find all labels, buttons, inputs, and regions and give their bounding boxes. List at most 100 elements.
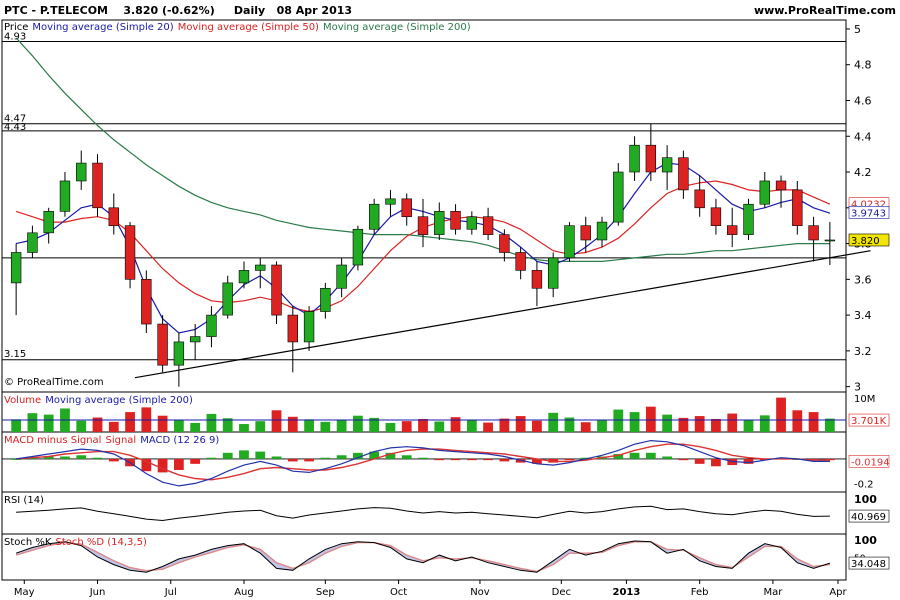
volume-bar: [108, 421, 119, 432]
level-label: 4.43: [4, 122, 26, 133]
volume-bar: [92, 417, 103, 432]
stoch-value: 34.048: [851, 559, 886, 570]
candle-body: [255, 264, 266, 271]
candle-body: [499, 234, 510, 253]
volume-bar: [450, 417, 461, 432]
x-tick-label: Aug: [234, 587, 254, 598]
x-tick-label: Sep: [316, 587, 335, 598]
volume-bar: [532, 420, 542, 432]
volume-bar: [808, 412, 819, 432]
price-tick-label: 4.8: [854, 59, 872, 72]
candle-body: [548, 257, 559, 289]
volume-bar: [759, 415, 770, 432]
volume-bar: [336, 420, 347, 432]
macd-value: -0.0194: [851, 457, 890, 468]
volume-bar: [727, 413, 738, 432]
site-label[interactable]: www.ProRealTime.com: [753, 4, 896, 17]
volume-bar: [401, 421, 412, 432]
volume-bar: [629, 412, 640, 432]
candle-body: [759, 180, 770, 205]
x-tick-label: Mar: [763, 587, 783, 598]
ma20-legend: Moving average (Simple 20): [32, 22, 174, 33]
macd-histogram-bar: [694, 458, 705, 464]
candle-body: [466, 216, 478, 230]
macd-histogram-bar: [60, 456, 70, 459]
macd-histogram-bar: [255, 451, 266, 459]
candle-body: [482, 216, 494, 235]
volume-bar: [645, 406, 656, 432]
candle-body: [710, 207, 722, 226]
candle-body: [385, 198, 396, 205]
candle-body: [27, 232, 38, 253]
macd-histogram-bar: [239, 450, 249, 459]
macd-histogram-bar: [678, 458, 689, 461]
volume-bar: [678, 417, 689, 432]
candle-body: [434, 211, 445, 235]
x-tick-label: 2013: [613, 587, 641, 598]
macd-hist-legend: MACD minus Signal: [4, 435, 102, 446]
rsi-value: 40.969: [851, 512, 886, 523]
volume-bar: [711, 418, 721, 432]
volume-bar: [206, 413, 217, 432]
candle-body: [645, 144, 657, 173]
volume-bar: [320, 421, 331, 432]
macd-tick-label: -0.2: [854, 479, 874, 490]
macd-histogram-bar: [304, 458, 314, 462]
macd-histogram-bar: [645, 452, 656, 459]
volume-bar: [174, 420, 184, 432]
candle-body: [450, 211, 461, 230]
candle-body: [596, 221, 608, 241]
candle-body: [124, 225, 136, 280]
x-tick-label: May: [14, 587, 35, 598]
period-label: Daily: [233, 4, 266, 17]
volume-bar: [353, 415, 363, 432]
copyright-label: © ProRealTime.com: [4, 377, 104, 388]
candle-body: [792, 189, 803, 226]
macd-histogram-bar: [418, 457, 428, 459]
macd-histogram-bar: [174, 458, 184, 470]
volume-bar: [304, 419, 314, 432]
candle-body: [141, 279, 152, 325]
macd-histogram-bar: [271, 456, 282, 459]
volume-bar: [743, 420, 754, 432]
rsi-tick-label: 100: [854, 493, 877, 506]
trendline: [134, 250, 871, 379]
candle-body: [417, 216, 429, 235]
macd-histogram-bar: [287, 458, 298, 462]
price-tick-label: 3: [854, 381, 861, 394]
volume-bar: [580, 422, 591, 432]
macd-histogram-bar: [743, 458, 754, 464]
candle-body: [564, 225, 575, 259]
macd-line: [16, 439, 830, 487]
stoch-k-legend: Stoch %K: [4, 537, 52, 548]
macd-histogram-bar: [450, 458, 461, 461]
candle-body: [43, 211, 54, 234]
macd-histogram-bar: [157, 458, 168, 473]
macd-histogram-bar: [532, 458, 542, 464]
candle-body: [352, 228, 364, 266]
stoch-legend: Stoch %K Stoch %D (14,3,5): [4, 537, 151, 548]
macd-histogram-bar: [190, 458, 201, 464]
volume-bar: [434, 421, 445, 432]
candle-body: [303, 311, 315, 343]
macd-histogram-bar: [613, 454, 624, 459]
x-tick-label: Nov: [470, 587, 490, 598]
candle-body: [157, 323, 168, 366]
level-label: 3.15: [4, 349, 26, 360]
ma200-legend: Moving average (Simple 200): [322, 22, 471, 33]
volume-bar: [613, 409, 624, 432]
rsi-legend: RSI (14): [4, 495, 48, 506]
volume-legend-label: Volume: [4, 395, 42, 406]
candle-body: [238, 270, 250, 284]
candle-body: [613, 171, 624, 223]
level-label: 4.93: [4, 31, 26, 42]
x-tick-label: Jun: [89, 587, 106, 598]
candle-body: [287, 314, 298, 343]
volume-bar: [125, 412, 135, 432]
volume-bar: [255, 421, 266, 432]
chart-header: PTC - P.TELECOM 3.820 (-0.62%) Daily 08 …: [4, 4, 352, 17]
volume-bar: [222, 418, 233, 432]
ma20-value: 3.9743: [851, 208, 886, 219]
candle-body: [808, 225, 819, 241]
macd-histogram-bar: [483, 458, 493, 461]
